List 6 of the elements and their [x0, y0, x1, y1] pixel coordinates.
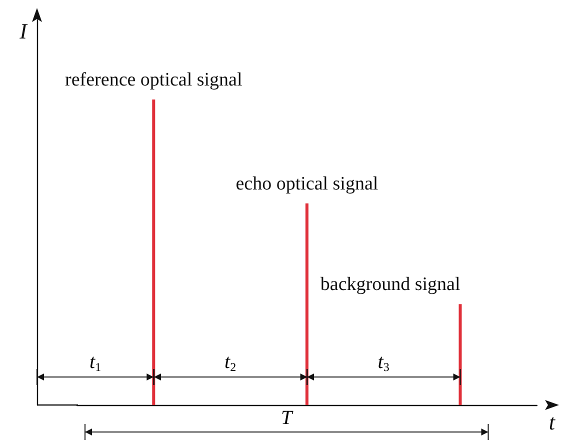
annotation: background signal: [320, 274, 460, 296]
annotation: echo optical signal: [236, 173, 378, 194]
text: reference optical signal: [65, 69, 242, 90]
text: T: [281, 407, 294, 429]
x-axis-title: t: [548, 410, 556, 434]
y-axis-title: I: [18, 18, 29, 44]
